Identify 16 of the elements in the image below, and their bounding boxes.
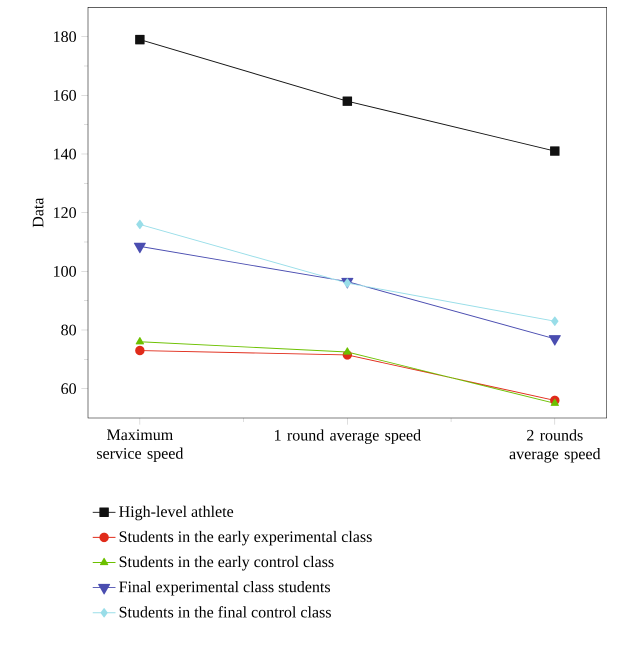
legend-label: Students in the early experimental class <box>120 530 372 546</box>
legend-label: Final experimental class students <box>119 581 330 596</box>
y-tick-label: 140 <box>54 148 76 160</box>
y-tick-label: 60 <box>61 383 76 394</box>
legend-label: High-level athlete <box>119 506 234 520</box>
x-tick-label: 2 rounds average speed <box>510 429 600 463</box>
y-axis-title: Data <box>32 198 44 228</box>
y-tick-label: 80 <box>61 324 76 336</box>
legend-label: Students in the early control class <box>120 556 334 570</box>
y-tick-label: 160 <box>54 90 76 101</box>
y-tick-label: 120 <box>54 207 76 218</box>
x-tick-label: Maximum service speed <box>96 429 184 462</box>
y-tick-label: 180 <box>54 31 76 42</box>
legend-label: Students in the final control class <box>120 606 331 618</box>
y-tick-label: 100 <box>54 266 76 277</box>
x-tick-label: 1 round average speed <box>274 429 421 444</box>
